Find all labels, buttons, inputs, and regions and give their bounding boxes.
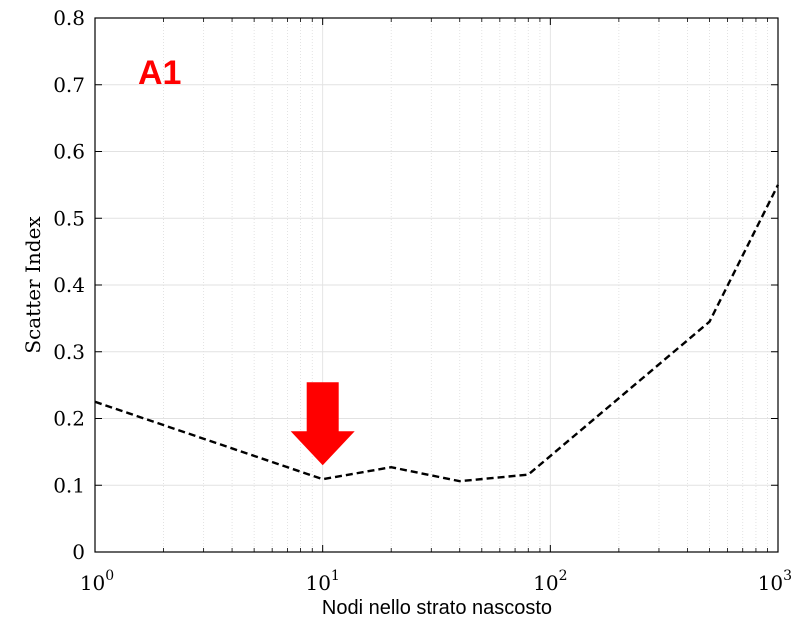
y-tick-label: 0.8	[53, 6, 85, 30]
major-grid	[94, 17, 779, 553]
y-tick-label: 0.6	[53, 140, 85, 164]
y-tick-labels: 0 0.1 0.2 0.3 0.4 0.5 0.6 0.7 0.8	[53, 6, 85, 564]
x-axis-label: Nodi nello strato nascosto	[322, 597, 552, 619]
y-tick-label: 0.2	[53, 407, 85, 431]
y-tick-label: 0.4	[53, 273, 85, 297]
x-tick-exponent: 0	[105, 568, 114, 584]
x-tick-exponent: 2	[559, 568, 568, 584]
panel-label: A1	[138, 54, 181, 92]
x-tick-label: 102	[533, 568, 567, 595]
series-line	[94, 184, 780, 483]
down-arrow-icon	[290, 382, 355, 466]
y-tick-label: 0.5	[53, 206, 85, 230]
x-tick-labels: 100 101 102 103	[80, 568, 792, 595]
y-tick-label: 0	[72, 540, 85, 564]
y-tick-label: 0.1	[53, 473, 85, 497]
x-tick-label: 103	[758, 568, 792, 595]
axis-ticks	[94, 17, 779, 553]
x-tick-label: 101	[305, 568, 339, 595]
y-tick-label: 0.7	[53, 73, 85, 97]
x-tick-label: 100	[80, 568, 114, 595]
y-axis-label: Scatter Index	[21, 216, 45, 354]
y-tick-label: 0.3	[53, 340, 85, 364]
x-tick-exponent: 3	[783, 568, 792, 584]
annotations: A1	[138, 54, 355, 466]
series-group	[94, 184, 780, 483]
x-tick-exponent: 1	[331, 568, 340, 584]
